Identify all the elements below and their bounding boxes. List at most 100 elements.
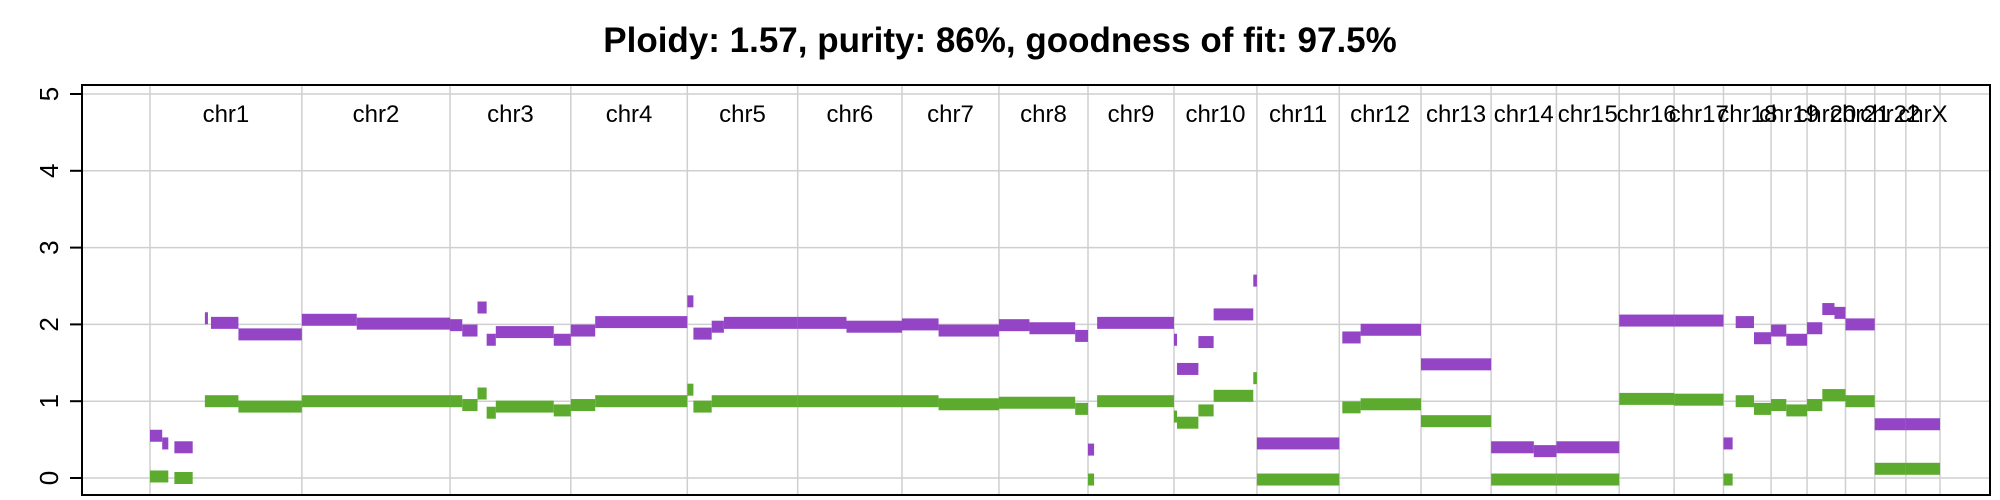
major-segment — [450, 319, 463, 332]
major-segment — [1029, 322, 1076, 335]
major-segment — [1360, 323, 1421, 336]
major-segment — [938, 324, 999, 337]
major-segment — [1075, 329, 1088, 342]
major-segment — [204, 312, 208, 325]
major-segment — [595, 316, 688, 329]
major-segment — [1723, 437, 1733, 450]
minor-segment — [1874, 462, 1906, 475]
major-segment — [162, 437, 169, 450]
minor-segment — [1674, 393, 1724, 406]
major-segment — [1834, 306, 1846, 319]
chromosome-label: chr22 — [1860, 101, 1920, 128]
major-segment — [1213, 308, 1254, 321]
minor-segment — [570, 399, 596, 412]
minor-segment — [1735, 395, 1754, 408]
major-segment — [150, 429, 163, 442]
minor-segment — [693, 400, 712, 413]
major-segment — [797, 316, 847, 329]
chromosome-label: chr14 — [1494, 101, 1554, 128]
major-segment — [723, 316, 798, 329]
grid-layer — [82, 85, 1990, 495]
major-segment — [1674, 314, 1724, 327]
minor-segment — [1845, 395, 1875, 408]
chart-title: Ploidy: 1.57, purity: 86%, goodness of f… — [603, 21, 1397, 60]
major-segment — [462, 324, 478, 337]
major-segment — [553, 333, 571, 346]
chromosome-label: chr19 — [1759, 101, 1819, 128]
major-segment — [486, 333, 496, 346]
minor-segment — [1213, 389, 1254, 402]
major-segment — [711, 320, 724, 333]
minor-segment — [1619, 392, 1675, 405]
minor-segment — [301, 395, 451, 408]
minor-segment — [1097, 395, 1174, 408]
major-segment — [1253, 274, 1257, 287]
major-segment — [846, 320, 902, 333]
minor-segment — [238, 400, 302, 413]
minor-segment — [1198, 404, 1214, 417]
major-segment — [238, 328, 302, 341]
chromosome-label: chr6 — [826, 101, 873, 128]
major-series-layer — [150, 274, 1940, 458]
minor-segment — [1360, 398, 1421, 411]
minor-segment — [938, 398, 999, 411]
minor-segment — [1075, 402, 1088, 415]
minor-segment — [1905, 462, 1940, 475]
major-segment — [1556, 441, 1620, 454]
major-segment — [1533, 445, 1557, 458]
y-tick-label: 3 — [34, 240, 64, 254]
minor-segment — [1342, 401, 1361, 414]
chromosome-label: chr17 — [1669, 101, 1729, 128]
y-tick-label: 1 — [34, 394, 64, 408]
minor-segment — [1556, 473, 1620, 486]
y-tick-label: 5 — [34, 87, 64, 101]
chromosome-label-layer: chr1 chr2 chr3 chr4 chr5 chr6 chr7 chr8 chr9 chr1… — [203, 101, 1948, 128]
minor-segment — [901, 395, 939, 408]
y-axis: 0 1 2 3 4 5 — [34, 87, 83, 485]
minor-segment — [553, 404, 571, 417]
minor-segment — [1822, 389, 1846, 402]
chromosome-label: chr5 — [719, 101, 766, 128]
chromosome-label: chr13 — [1426, 101, 1486, 128]
y-tick-label: 2 — [34, 317, 64, 331]
minor-segment — [462, 399, 478, 412]
chromosome-label: chr16 — [1617, 101, 1677, 128]
major-segment — [174, 441, 193, 454]
chromosome-label: chrX — [1898, 101, 1947, 128]
major-segment — [495, 326, 554, 339]
major-segment — [1874, 418, 1906, 431]
major-segment — [1786, 333, 1808, 346]
minor-segment — [687, 383, 694, 396]
major-segment — [693, 327, 712, 340]
minor-segment — [1177, 416, 1199, 429]
minor-segment — [486, 406, 496, 419]
chromosome-label: chr11 — [1269, 101, 1327, 128]
major-segment — [1845, 318, 1875, 331]
major-segment — [570, 324, 596, 337]
minor-segment — [204, 395, 239, 408]
major-segment — [998, 319, 1030, 332]
major-segment — [1753, 332, 1772, 345]
y-tick-label: 4 — [34, 164, 64, 178]
chromosome-label: chr8 — [1020, 101, 1067, 128]
chromosome-label: chr15 — [1558, 101, 1618, 128]
major-segment — [1177, 362, 1199, 375]
minor-series-layer — [150, 372, 1940, 486]
major-segment — [1342, 331, 1361, 344]
minor-segment — [595, 395, 688, 408]
major-segment — [1822, 303, 1835, 316]
minor-segment — [1807, 399, 1823, 412]
chromosome-label: chr4 — [606, 101, 653, 128]
chromosome-label: chr12 — [1350, 101, 1410, 128]
minor-segment — [1253, 372, 1257, 385]
plot-frame — [81, 84, 1991, 496]
major-segment — [1097, 316, 1174, 329]
minor-segment — [1256, 473, 1340, 486]
minor-segment — [998, 396, 1076, 409]
minor-segment — [797, 395, 902, 408]
chromosome-label: chr10 — [1185, 101, 1245, 128]
major-segment — [687, 295, 694, 308]
major-segment — [1905, 418, 1940, 431]
chromosome-label: chr1 — [203, 101, 250, 128]
